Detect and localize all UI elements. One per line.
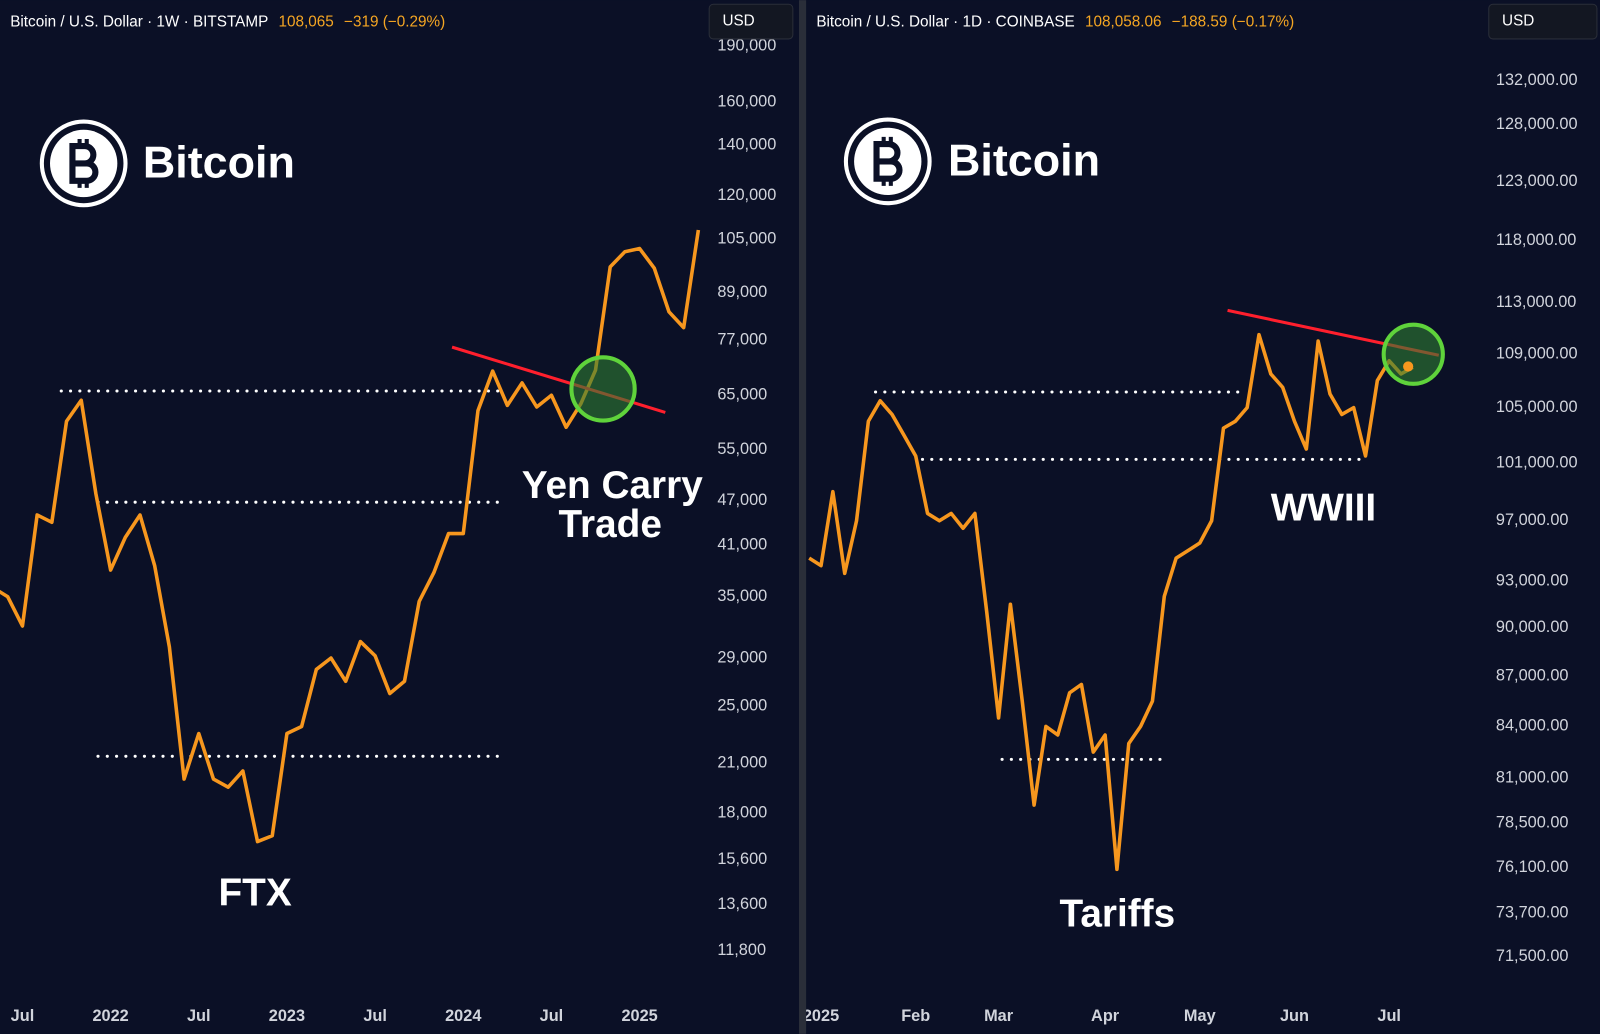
y-tick-label: 47,000 — [717, 491, 767, 509]
y-tick-label: 35,000 — [717, 587, 767, 605]
annotation: FTX — [218, 871, 291, 914]
bitcoin-logo — [39, 119, 128, 208]
last-price-dot — [1403, 361, 1414, 372]
chart-title: Bitcoin / U.S. Dollar · 1D · COINBASE — [816, 14, 1074, 31]
y-tick-label: 41,000 — [717, 536, 767, 554]
y-tick-label: 65,000 — [717, 386, 767, 404]
y-tick-label: 160,000 — [717, 92, 776, 110]
y-tick-label: 11,800 — [717, 941, 766, 959]
last-price: 108,065 — [279, 14, 334, 31]
y-tick-label: 55,000 — [717, 440, 767, 458]
x-tick-label: May — [1184, 1007, 1216, 1025]
y-tick-label: 77,000 — [717, 330, 767, 348]
axis-labels: 190,000 160,000 140,000 120,000 105,000 89,00… — [11, 36, 777, 1024]
y-tick-label: 21,000 — [717, 753, 767, 771]
x-tick-label: Jul — [11, 1007, 35, 1025]
y-tick-label: 123,000.00 — [1496, 172, 1578, 190]
watermark-text: Bitcoin — [948, 134, 1100, 185]
breakout-circle — [569, 355, 637, 423]
price-change: −319 (−0.29%) — [344, 14, 445, 31]
x-tick-label: Jul — [540, 1007, 564, 1025]
y-tick-label: 105,000 — [717, 229, 776, 247]
y-tick-label: 101,000.00 — [1496, 453, 1578, 471]
currency-box — [1488, 3, 1598, 40]
y-tick-label: 89,000 — [717, 283, 767, 301]
currency-label: USD — [722, 13, 754, 30]
watermark-text: Bitcoin — [143, 136, 295, 187]
y-tick-label: 18,000 — [717, 804, 767, 822]
y-tick-label: 71,500.00 — [1496, 947, 1569, 965]
axis-labels: 132,000.00 128,000.00 123,000.00 118,000.00… — [803, 71, 1578, 1025]
x-tick-label: Jul — [1377, 1007, 1401, 1025]
x-tick-label: Jul — [363, 1007, 387, 1025]
panel-divider — [798, 0, 807, 1034]
y-tick-label: 81,000.00 — [1496, 769, 1569, 787]
y-tick-label: 140,000 — [717, 136, 776, 154]
x-tick-label: Mar — [984, 1007, 1014, 1025]
x-tick-label: 2022 — [92, 1007, 128, 1025]
chart-header: Bitcoin / U.S. Dollar · 1W · BITSTAMP 108… — [10, 14, 445, 31]
y-tick-label: 13,600 — [717, 895, 767, 913]
level-lines — [59, 389, 507, 758]
price-change: −188.59 (−0.17%) — [1172, 14, 1294, 31]
annotation: Yen Carry — [522, 464, 703, 507]
y-tick-label: 29,000 — [717, 648, 767, 666]
y-tick-label: 97,000.00 — [1496, 511, 1569, 529]
y-tick-label: 113,000.00 — [1496, 293, 1576, 311]
y-tick-label: 109,000.00 — [1496, 344, 1578, 362]
chart-header: Bitcoin / U.S. Dollar · 1D · COINBASE 108… — [816, 14, 1294, 31]
last-price: 108,058.06 — [1085, 14, 1162, 31]
watermark: Bitcoin — [843, 117, 1100, 206]
price-line — [808, 332, 1414, 872]
y-tick-label: 25,000 — [717, 697, 767, 715]
annotation: WWIII — [1271, 487, 1377, 530]
right-panel: Bitcoin WWIII Tariffs 132,000.00 128,000.0… — [803, 3, 1598, 1025]
y-tick-label: 93,000.00 — [1496, 571, 1569, 589]
annotation: Trade — [558, 503, 661, 546]
price-line-layer — [808, 332, 1414, 872]
annotations: WWIII Tariffs — [1060, 487, 1377, 936]
y-tick-label: 128,000.00 — [1496, 115, 1578, 133]
y-tick-label: 132,000.00 — [1496, 71, 1578, 89]
y-tick-label: 87,000.00 — [1496, 667, 1569, 685]
y-tick-label: 76,100.00 — [1496, 858, 1569, 876]
annotation: Tariffs — [1060, 893, 1176, 936]
y-tick-label: 78,500.00 — [1496, 813, 1569, 831]
x-tick-label: Jun — [1280, 1007, 1309, 1025]
y-tick-label: 190,000 — [717, 36, 776, 54]
y-tick-label: 84,000.00 — [1496, 717, 1569, 735]
x-tick-label: 2025 — [621, 1007, 657, 1025]
y-tick-label: 120,000 — [717, 186, 776, 204]
y-tick-label: 118,000.00 — [1496, 231, 1576, 249]
x-tick-label: Apr — [1091, 1007, 1120, 1025]
x-tick-label: 2025 — [803, 1007, 839, 1025]
y-tick-label: 90,000.00 — [1496, 618, 1569, 636]
x-tick-label: 2024 — [445, 1007, 481, 1025]
watermark: Bitcoin — [39, 119, 295, 208]
y-tick-label: 73,700.00 — [1496, 904, 1569, 922]
bitcoin-logo — [843, 117, 932, 206]
y-tick-label: 15,600 — [717, 850, 767, 868]
currency-box — [708, 3, 794, 40]
y-tick-label: 105,000.00 — [1496, 398, 1578, 416]
x-tick-label: Feb — [901, 1007, 930, 1025]
currency-label: USD — [1502, 13, 1534, 30]
breakout-circle — [1381, 322, 1445, 386]
chart-title: Bitcoin / U.S. Dollar · 1W · BITSTAMP — [10, 14, 268, 31]
x-tick-label: Jul — [187, 1007, 211, 1025]
x-tick-label: 2023 — [269, 1007, 305, 1025]
